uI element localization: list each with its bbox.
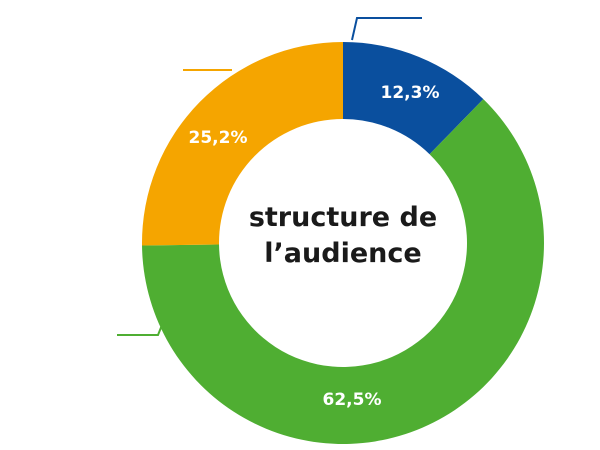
- donut-slice: [141, 42, 343, 246]
- data-label: 12,3%: [381, 83, 440, 103]
- data-label: 25,2%: [189, 128, 248, 148]
- data-label: 62,5%: [323, 390, 382, 410]
- leader-line: [117, 319, 165, 336]
- donut-slice: [343, 42, 484, 155]
- leader-line: [351, 17, 422, 41]
- donut-slice: [142, 99, 544, 444]
- chart-title: structure de l’audience: [248, 202, 438, 269]
